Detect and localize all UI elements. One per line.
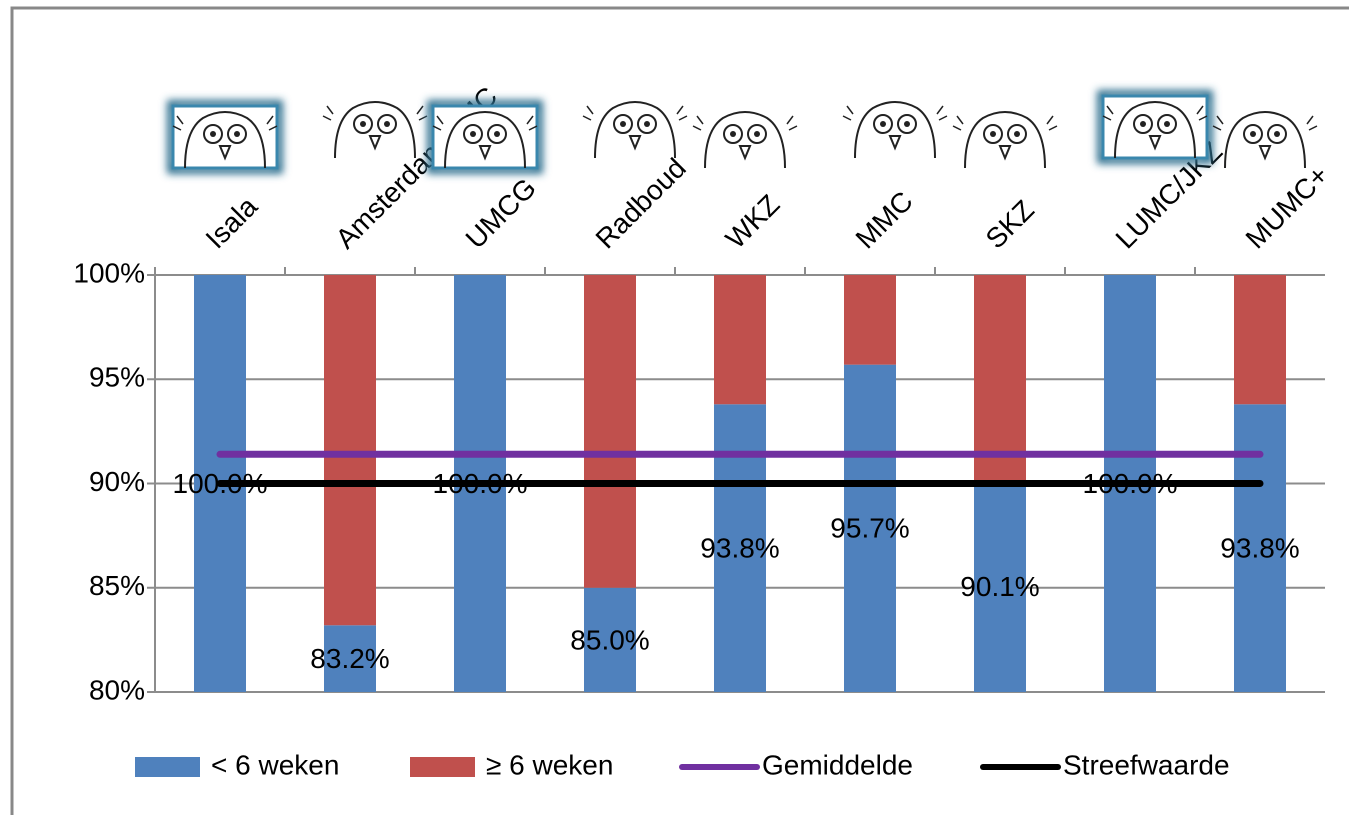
owl [582, 101, 688, 159]
icon-highlight [167, 100, 283, 174]
bar-segment [584, 275, 636, 588]
x-tick-label: Radboud [590, 152, 692, 254]
icon-highlight [1097, 90, 1213, 164]
data-label: 100.0% [1083, 468, 1178, 499]
owl-icon [1097, 90, 1213, 164]
bar-segment [844, 364, 896, 692]
owl-icon [692, 111, 798, 169]
y-tick-label: 90% [89, 466, 145, 497]
data-label: 93.8% [1220, 533, 1299, 564]
data-label: 100.0% [433, 468, 528, 499]
owl-icon [842, 101, 948, 159]
bar-segment [584, 587, 636, 692]
bar-segment [324, 275, 376, 626]
bar-segment [1234, 275, 1286, 405]
y-tick-label: 95% [89, 362, 145, 393]
legend-swatch [410, 757, 475, 777]
data-label: 100.0% [173, 468, 268, 499]
owl [1212, 111, 1318, 169]
data-label: 83.2% [310, 643, 389, 674]
frame [10, 6, 1349, 815]
legend-label: Gemiddelde [762, 749, 913, 780]
legend-label: < 6 weken [211, 749, 339, 780]
icon-highlight [427, 100, 543, 174]
owl-icon [167, 100, 283, 174]
x-tick-label: UMCG [460, 172, 542, 254]
owl [842, 101, 948, 159]
x-tick-label: MUMC+ [1240, 159, 1335, 254]
owl-icon [952, 111, 1058, 169]
x-tick-label: WKZ [720, 189, 786, 255]
data-label: 93.8% [700, 533, 779, 564]
bar-segment [974, 275, 1026, 482]
x-tick-label: Isala [200, 190, 264, 254]
owl [692, 111, 798, 169]
owl-icon [582, 101, 688, 159]
owl [952, 111, 1058, 169]
y-tick-label: 85% [89, 570, 145, 601]
bar-segment [974, 481, 1026, 692]
data-label: 90.1% [960, 571, 1039, 602]
owl-icon [1212, 111, 1318, 169]
y-tick-label: 80% [89, 674, 145, 705]
legend-label: Streefwaarde [1063, 749, 1230, 780]
data-label: 85.0% [570, 624, 649, 655]
owl-icon [427, 100, 543, 174]
bar-segment [324, 625, 376, 692]
legend-swatch [135, 757, 200, 777]
bar-segment [714, 275, 766, 405]
bar-segment [844, 275, 896, 365]
legend-label: ≥ 6 weken [486, 749, 613, 780]
x-tick-label: SKZ [980, 194, 1040, 254]
y-tick-label: 100% [73, 257, 145, 288]
data-label: 95.7% [830, 513, 909, 544]
x-tick-label: MMC [850, 185, 919, 254]
